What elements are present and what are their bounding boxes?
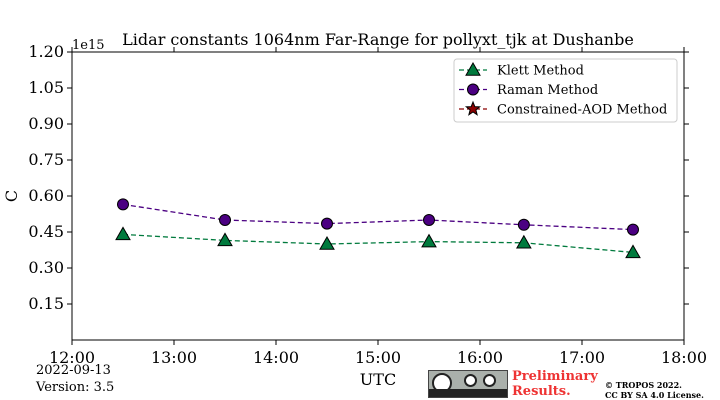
data-point: [627, 223, 639, 236]
data-point: [115, 226, 131, 241]
data-point: [219, 214, 231, 226]
x-tick-label: 15:00: [355, 348, 401, 367]
data-point: [423, 214, 435, 226]
series-line-0: [122, 233, 634, 254]
legend-marker: [465, 61, 481, 76]
y-axis-ticks: 0.15 0.30 0.45 0.60 0.75 0.90 1.05 1.20: [28, 42, 689, 313]
y-tick-label: 1.05: [28, 78, 64, 97]
data-point: [421, 233, 437, 248]
legend-label: Raman Method: [497, 83, 598, 98]
legend-marker: [464, 100, 482, 116]
date-text: 2022-09-13: [36, 363, 111, 378]
y-tick-label: 0.60: [28, 186, 64, 205]
y-tick-label: 0.15: [28, 294, 64, 313]
cc-badge-band: [429, 389, 507, 397]
y-axis-multiplier: 1e15: [72, 38, 105, 53]
y-tick-label: 0.75: [28, 150, 64, 169]
legend-marker: [467, 83, 479, 96]
copyright-text: © TROPOS 2022. CC BY SA 4.0 License.: [605, 380, 704, 400]
data-point: [321, 217, 333, 230]
data-point: [117, 198, 129, 211]
legend-box: [453, 58, 678, 123]
data-point: [625, 244, 641, 259]
legend: Klett Method Raman Method Constrained-AOD …: [453, 58, 678, 123]
preliminary-results-text: Preliminary Results.: [512, 369, 598, 399]
legend-label: Constrained-AOD Method: [497, 103, 667, 118]
legend-label: Klett Method: [497, 64, 584, 79]
cc-license-badge: [428, 370, 508, 398]
series-line-1: [122, 203, 634, 231]
x-tick-label: 13:00: [151, 348, 197, 367]
x-axis-ticks: 12:00 13:00 14:00 15:00 16:00 17:00 18:00: [49, 47, 707, 367]
data-point: [515, 234, 532, 249]
y-tick-label: 0.30: [28, 258, 64, 277]
x-tick-label: 14:00: [253, 348, 299, 367]
x-axis-label: UTC: [360, 370, 396, 389]
data-point: [517, 218, 530, 231]
by-icon: [464, 374, 477, 387]
y-axis-label: C: [2, 190, 21, 202]
x-tick-label: 18:00: [661, 348, 707, 367]
y-tick-label: 1.20: [28, 42, 64, 61]
x-tick-label: 17:00: [559, 348, 605, 367]
chart-title: Lidar constants 1064nm Far-Range for pol…: [122, 30, 634, 49]
y-tick-label: 0.90: [28, 114, 64, 133]
sa-icon: [483, 374, 496, 387]
x-tick-label: 12:00: [49, 348, 95, 367]
series-layer: [115, 198, 641, 259]
x-tick-label: 16:00: [457, 348, 503, 367]
y-tick-label: 0.45: [28, 222, 64, 241]
version-text: Version: 3.5: [36, 380, 115, 395]
data-point: [217, 232, 233, 247]
data-point: [319, 235, 335, 250]
